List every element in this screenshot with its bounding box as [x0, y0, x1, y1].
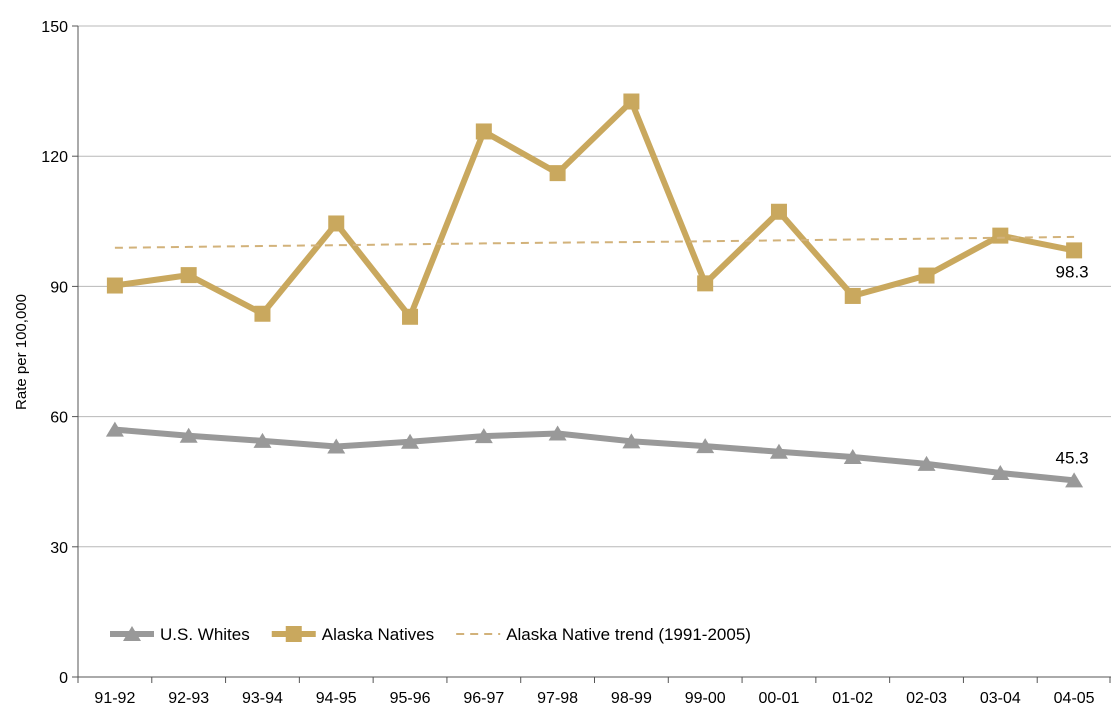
- triangle-marker: [991, 465, 1010, 481]
- y-tick-label: 150: [41, 19, 68, 36]
- legend-item-2: Alaska Native trend (1991-2005): [456, 625, 751, 644]
- triangle-marker: [401, 433, 420, 449]
- legend-label: Alaska Native trend (1991-2005): [506, 625, 751, 644]
- x-tick-label: 03-04: [980, 690, 1021, 707]
- x-tick-label: 95-96: [390, 690, 431, 707]
- triangle-marker: [769, 443, 788, 459]
- series-1: [106, 93, 1083, 325]
- x-tick-label: 91-92: [94, 690, 135, 707]
- triangle-marker: [253, 432, 272, 448]
- square-marker: [1066, 242, 1083, 259]
- triangle-marker: [696, 438, 715, 454]
- triangle-marker: [622, 433, 641, 449]
- triangle-marker: [327, 438, 346, 454]
- triangle-marker: [843, 448, 862, 464]
- square-marker: [992, 227, 1009, 244]
- series-line: [114, 98, 1075, 320]
- square-marker: [180, 267, 197, 284]
- x-tick-label: 98-99: [611, 690, 652, 707]
- axes: [77, 26, 1111, 678]
- x-tick-label: 96-97: [463, 690, 504, 707]
- triangle-marker: [1065, 472, 1084, 488]
- square-marker: [285, 626, 302, 642]
- square-marker: [549, 165, 566, 182]
- x-tick-label: 99-00: [685, 690, 726, 707]
- legend: U.S. Whites Alaska Natives Alaska Native t…: [110, 625, 751, 644]
- triangle-marker: [548, 425, 567, 441]
- y-axis-ticks: 0 30 60 90 120 150: [41, 19, 78, 687]
- y-tick-label: 60: [50, 410, 68, 427]
- x-tick-label: 93-94: [242, 690, 283, 707]
- x-tick-label: 04-05: [1054, 690, 1095, 707]
- square-marker: [254, 305, 271, 322]
- square-marker: [475, 123, 492, 140]
- legend-label: Alaska Natives: [322, 625, 434, 644]
- square-marker: [697, 275, 714, 292]
- triangle-marker: [179, 427, 198, 443]
- legend-label: U.S. Whites: [160, 625, 250, 644]
- y-axis-title: Rate per 100,000: [13, 294, 30, 410]
- end-value-label: 45.3: [1056, 448, 1089, 467]
- square-marker: [844, 287, 861, 304]
- square-marker: [402, 308, 419, 325]
- square-marker: [918, 267, 935, 284]
- data-labels: 45.3 98.3: [1056, 262, 1089, 467]
- x-axis-ticks: 91-92 92-93 93-94 94-95 95-96 96-97 97-98 98-99…: [77, 677, 1111, 707]
- square-marker: [770, 203, 787, 220]
- gridlines: [78, 25, 1111, 548]
- x-tick-label: 01-02: [832, 690, 873, 707]
- series-line: [114, 235, 1075, 249]
- series-2: [114, 235, 1075, 249]
- triangle-marker: [917, 455, 936, 471]
- legend-item-0: U.S. Whites: [110, 625, 250, 644]
- legend-item-1: Alaska Natives: [271, 625, 434, 644]
- x-tick-label: 00-01: [759, 690, 800, 707]
- y-tick-label: 30: [50, 540, 68, 557]
- triangle-marker: [105, 421, 124, 437]
- triangle-marker: [123, 626, 141, 641]
- x-tick-label: 97-98: [537, 690, 578, 707]
- y-tick-label: 0: [59, 670, 68, 687]
- x-tick-label: 02-03: [906, 690, 947, 707]
- y-tick-label: 120: [41, 149, 68, 166]
- square-marker: [623, 93, 640, 110]
- square-marker: [106, 277, 123, 294]
- series-group: [105, 93, 1084, 488]
- end-value-label: 98.3: [1056, 262, 1089, 281]
- y-tick-label: 90: [50, 279, 68, 296]
- x-tick-label: 92-93: [168, 690, 209, 707]
- series-0: [105, 421, 1084, 488]
- series-line: [114, 426, 1075, 484]
- triangle-marker: [474, 428, 493, 444]
- x-tick-label: 94-95: [316, 690, 357, 707]
- square-marker: [328, 215, 345, 232]
